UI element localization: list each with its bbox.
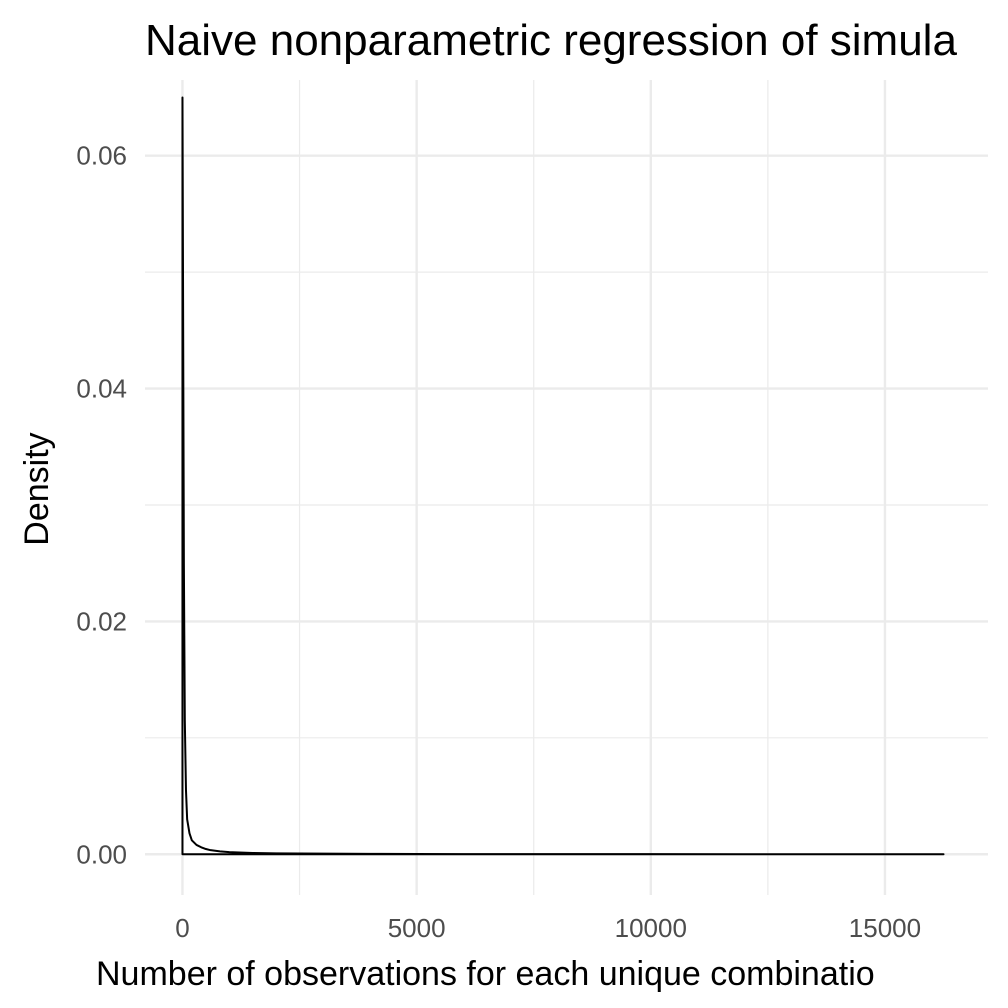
tick-label-layer: 0 5000 10000 15000 0.00 0.02 0.04 0.06 <box>76 141 921 943</box>
x-axis-title: Number of observations for each unique c… <box>96 955 875 993</box>
chart-title: Naive nonparametric regression of simula <box>145 16 957 65</box>
x-tick-label: 15000 <box>849 913 921 943</box>
x-tick-label: 5000 <box>388 913 446 943</box>
density-curve <box>181 96 945 856</box>
y-axis-title: Density <box>18 432 56 545</box>
y-tick-label: 0.02 <box>76 606 127 636</box>
y-tick-label: 0.06 <box>76 141 127 171</box>
line-layer <box>181 96 945 856</box>
y-tick-label: 0.00 <box>76 839 127 869</box>
x-tick-label: 10000 <box>615 913 687 943</box>
y-tick-label: 0.04 <box>76 374 127 404</box>
x-tick-label: 0 <box>175 913 189 943</box>
